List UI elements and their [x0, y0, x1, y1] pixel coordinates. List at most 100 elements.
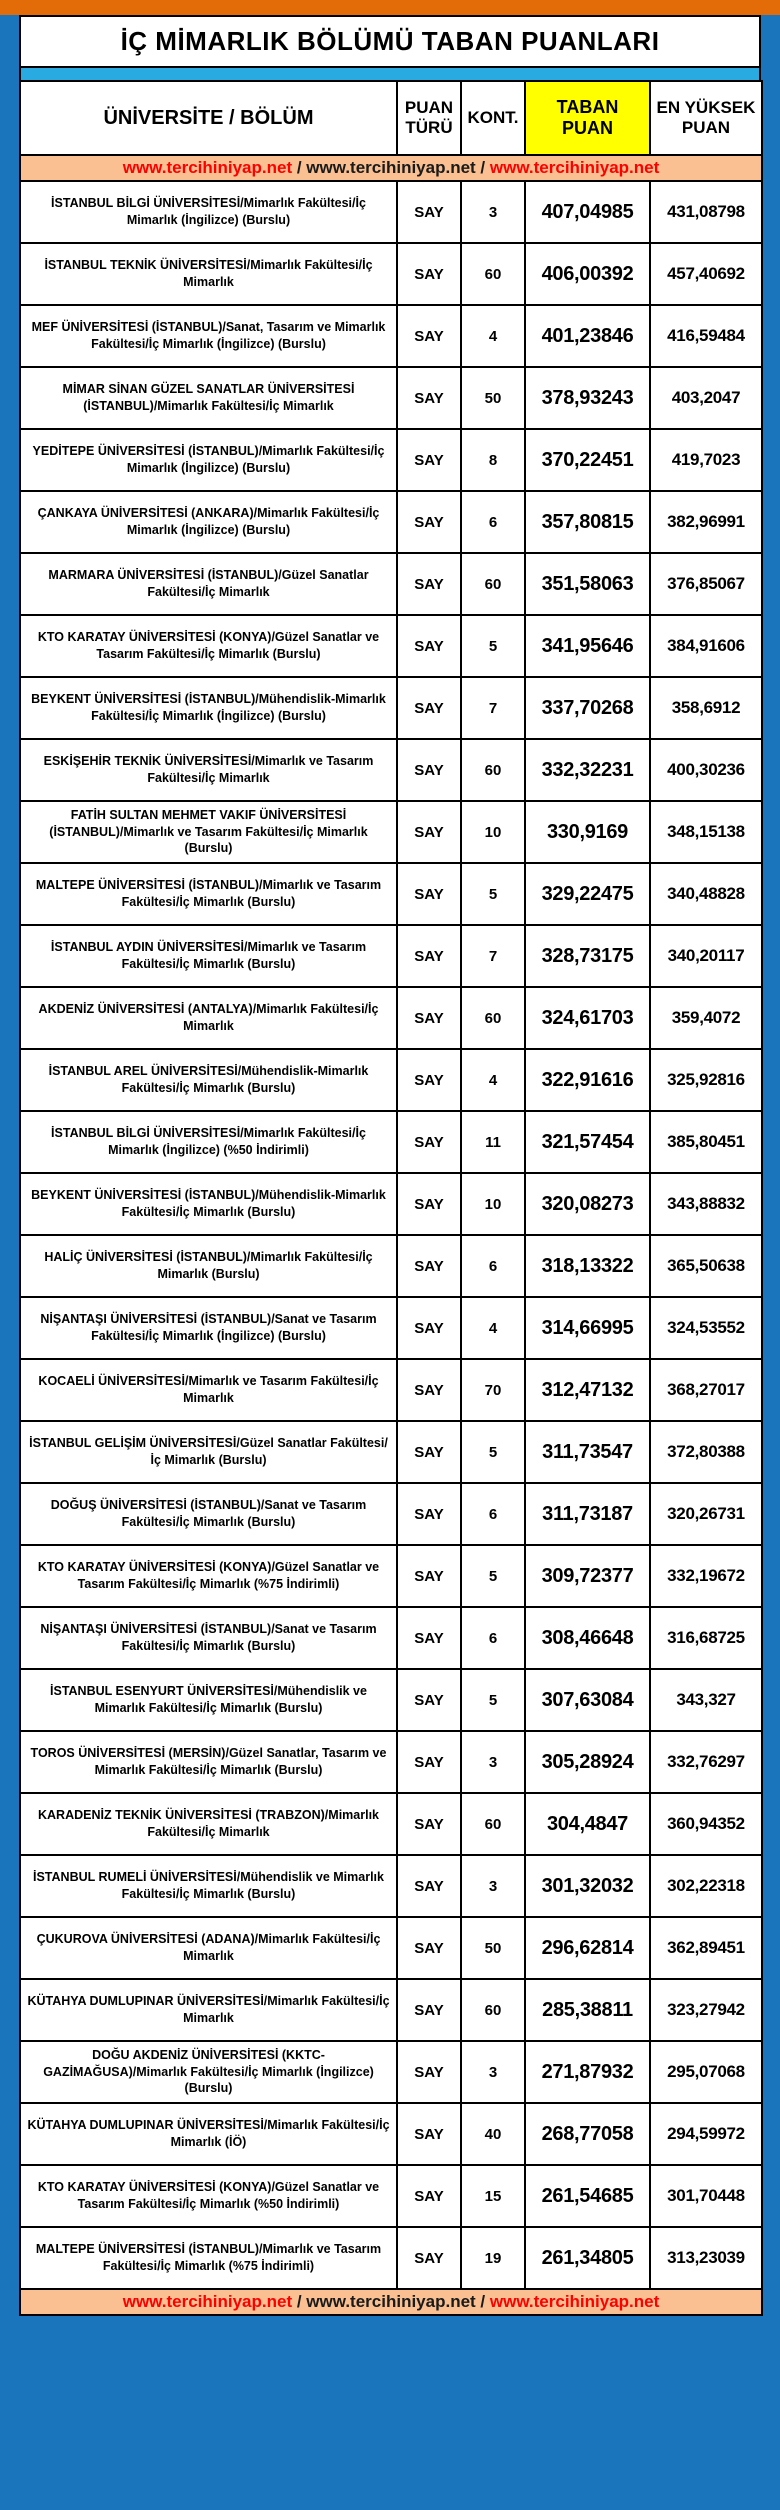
university-cell: İSTANBUL BİLGİ ÜNİVERSİTESİ/Mimarlık Fak…	[19, 1110, 398, 1174]
highest-score-cell: 320,26731	[649, 1482, 763, 1546]
table-row: YEDİTEPE ÜNİVERSİTESİ (İSTANBUL)/Mimarlı…	[19, 428, 763, 492]
table-row: NİŞANTAŞI ÜNİVERSİTESİ (İSTANBUL)/Sanat …	[19, 1296, 763, 1360]
quota-cell: 60	[460, 1978, 526, 2042]
table-row: MEF ÜNİVERSİTESİ (İSTANBUL)/Sanat, Tasar…	[19, 304, 763, 368]
quota-cell: 4	[460, 1048, 526, 1112]
table-row: KARADENİZ TEKNİK ÜNİVERSİTESİ (TRABZON)/…	[19, 1792, 763, 1856]
base-scores-table: ÜNİVERSİTE / BÖLÜM PUAN TÜRÜ KONT. TABAN…	[19, 80, 763, 2316]
table-row: İSTANBUL BİLGİ ÜNİVERSİTESİ/Mimarlık Fak…	[19, 180, 763, 244]
base-score-cell: 314,66995	[524, 1296, 651, 1360]
banner-separator: /	[292, 2292, 307, 2311]
highest-score-cell: 332,76297	[649, 1730, 763, 1794]
highest-score-cell: 384,91606	[649, 614, 763, 678]
university-cell: BEYKENT ÜNİVERSİTESİ (İSTANBUL)/Mühendis…	[19, 1172, 398, 1236]
col-header-university: ÜNİVERSİTE / BÖLÜM	[19, 80, 398, 156]
website-link[interactable]: www.tercihiniyap.net	[489, 2292, 660, 2311]
base-score-cell: 311,73547	[524, 1420, 651, 1484]
score-type-cell: SAY	[396, 1978, 462, 2042]
quota-cell: 5	[460, 614, 526, 678]
quota-cell: 5	[460, 1668, 526, 1732]
quota-cell: 4	[460, 1296, 526, 1360]
quota-cell: 19	[460, 2226, 526, 2290]
highest-score-cell: 372,80388	[649, 1420, 763, 1484]
quota-cell: 3	[460, 1730, 526, 1794]
university-cell: KTO KARATAY ÜNİVERSİTESİ (KONYA)/Güzel S…	[19, 614, 398, 678]
base-score-cell: 329,22475	[524, 862, 651, 926]
score-type-cell: SAY	[396, 2102, 462, 2166]
website-link[interactable]: www.tercihiniyap.net	[122, 158, 293, 177]
table-row: HALİÇ ÜNİVERSİTESİ (İSTANBUL)/Mimarlık F…	[19, 1234, 763, 1298]
quota-cell: 40	[460, 2102, 526, 2166]
website-link[interactable]: www.tercihiniyap.net	[489, 158, 660, 177]
university-cell: MİMAR SİNAN GÜZEL SANATLAR ÜNİVERSİTESİ …	[19, 366, 398, 430]
score-type-cell: SAY	[396, 2040, 462, 2104]
highest-score-cell: 302,22318	[649, 1854, 763, 1918]
university-cell: İSTANBUL AYDIN ÜNİVERSİTESİ/Mimarlık ve …	[19, 924, 398, 988]
highest-score-cell: 343,88832	[649, 1172, 763, 1236]
base-score-cell: 308,46648	[524, 1606, 651, 1670]
quota-cell: 8	[460, 428, 526, 492]
quota-cell: 6	[460, 1606, 526, 1670]
table-row: MALTEPE ÜNİVERSİTESİ (İSTANBUL)/Mimarlık…	[19, 862, 763, 926]
website-link[interactable]: www.tercihiniyap.net	[122, 2292, 293, 2311]
highest-score-cell: 419,7023	[649, 428, 763, 492]
table-row: İSTANBUL RUMELİ ÜNİVERSİTESİ/Mühendislik…	[19, 1854, 763, 1918]
table-row: İSTANBUL TEKNİK ÜNİVERSİTESİ/Mimarlık Fa…	[19, 242, 763, 306]
university-cell: İSTANBUL AREL ÜNİVERSİTESİ/Mühendislik-M…	[19, 1048, 398, 1112]
university-cell: İSTANBUL RUMELİ ÜNİVERSİTESİ/Mühendislik…	[19, 1854, 398, 1918]
highest-score-cell: 358,6912	[649, 676, 763, 740]
base-score-cell: 311,73187	[524, 1482, 651, 1546]
highest-score-cell: 360,94352	[649, 1792, 763, 1856]
quota-cell: 60	[460, 986, 526, 1050]
table-row: KTO KARATAY ÜNİVERSİTESİ (KONYA)/Güzel S…	[19, 2164, 763, 2228]
quota-cell: 50	[460, 366, 526, 430]
table-row: DOĞUŞ ÜNİVERSİTESİ (İSTANBUL)/Sanat ve T…	[19, 1482, 763, 1546]
highest-score-cell: 313,23039	[649, 2226, 763, 2290]
score-type-cell: SAY	[396, 2164, 462, 2228]
university-cell: FATİH SULTAN MEHMET VAKIF ÜNİVERSİTESİ (…	[19, 800, 398, 864]
score-type-cell: SAY	[396, 1916, 462, 1980]
table-row: ÇUKUROVA ÜNİVERSİTESİ (ADANA)/Mimarlık F…	[19, 1916, 763, 1980]
table-row: İSTANBUL GELİŞİM ÜNİVERSİTESİ/Güzel Sana…	[19, 1420, 763, 1484]
university-cell: KTO KARATAY ÜNİVERSİTESİ (KONYA)/Güzel S…	[19, 1544, 398, 1608]
base-score-cell: 324,61703	[524, 986, 651, 1050]
highest-score-cell: 431,08798	[649, 180, 763, 244]
highest-score-cell: 316,68725	[649, 1606, 763, 1670]
score-type-cell: SAY	[396, 1296, 462, 1360]
highest-score-cell: 332,19672	[649, 1544, 763, 1608]
highest-score-cell: 382,96991	[649, 490, 763, 554]
col-header-quota: KONT.	[460, 80, 526, 156]
base-score-cell: 370,22451	[524, 428, 651, 492]
score-type-cell: SAY	[396, 1172, 462, 1236]
quota-cell: 6	[460, 1234, 526, 1298]
website-banner-row-bottom: www.tercihiniyap.net / www.tercihiniyap.…	[19, 2288, 763, 2316]
table-row: AKDENİZ ÜNİVERSİTESİ (ANTALYA)/Mimarlık …	[19, 986, 763, 1050]
highest-score-cell: 457,40692	[649, 242, 763, 306]
base-score-cell: 332,32231	[524, 738, 651, 802]
col-header-highest-score: EN YÜKSEK PUAN	[649, 80, 763, 156]
highest-score-cell: 324,53552	[649, 1296, 763, 1360]
website-banner: www.tercihiniyap.net / www.tercihiniyap.…	[19, 154, 763, 182]
highest-score-cell: 385,80451	[649, 1110, 763, 1174]
table-row: ÇANKAYA ÜNİVERSİTESİ (ANKARA)/Mimarlık F…	[19, 490, 763, 554]
university-cell: KOCAELİ ÜNİVERSİTESİ/Mimarlık ve Tasarım…	[19, 1358, 398, 1422]
highest-score-cell: 368,27017	[649, 1358, 763, 1422]
score-type-cell: SAY	[396, 180, 462, 244]
table-row: MARMARA ÜNİVERSİTESİ (İSTANBUL)/Güzel Sa…	[19, 552, 763, 616]
university-cell: YEDİTEPE ÜNİVERSİTESİ (İSTANBUL)/Mimarlı…	[19, 428, 398, 492]
table-row: NİŞANTAŞI ÜNİVERSİTESİ (İSTANBUL)/Sanat …	[19, 1606, 763, 1670]
base-score-cell: 322,91616	[524, 1048, 651, 1112]
table-row: KÜTAHYA DUMLUPINAR ÜNİVERSİTESİ/Mimarlık…	[19, 2102, 763, 2166]
score-type-cell: SAY	[396, 1482, 462, 1546]
university-cell: İSTANBUL GELİŞİM ÜNİVERSİTESİ/Güzel Sana…	[19, 1420, 398, 1484]
base-score-cell: 309,72377	[524, 1544, 651, 1608]
score-type-cell: SAY	[396, 1606, 462, 1670]
quota-cell: 5	[460, 862, 526, 926]
university-cell: KÜTAHYA DUMLUPINAR ÜNİVERSİTESİ/Mimarlık…	[19, 1978, 398, 2042]
quota-cell: 7	[460, 924, 526, 988]
highest-score-cell: 348,15138	[649, 800, 763, 864]
highest-score-cell: 400,30236	[649, 738, 763, 802]
table-row: KOCAELİ ÜNİVERSİTESİ/Mimarlık ve Tasarım…	[19, 1358, 763, 1422]
university-cell: ÇUKUROVA ÜNİVERSİTESİ (ADANA)/Mimarlık F…	[19, 1916, 398, 1980]
quota-cell: 10	[460, 800, 526, 864]
